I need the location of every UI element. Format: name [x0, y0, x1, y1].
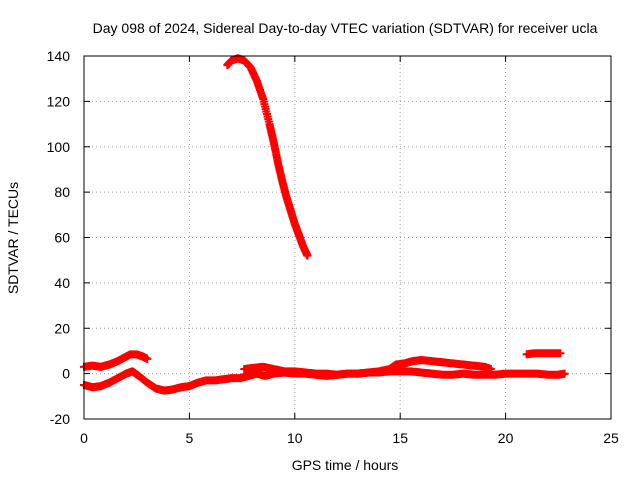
- x-tick-label: 15: [392, 430, 408, 446]
- series-right-segment: [522, 349, 565, 359]
- x-tick-label: 25: [603, 430, 619, 446]
- x-tick-label: 0: [80, 430, 88, 446]
- y-tick-label: 0: [62, 366, 70, 382]
- y-tick-label: 100: [47, 139, 71, 155]
- y-tick-label: 80: [54, 184, 70, 200]
- ticks: 0 5 10 15 20 25 -20 0 20 40 60 80 100 120 140: [47, 48, 619, 446]
- plus-markers: [80, 350, 152, 371]
- x-axis-label: GPS time / hours: [292, 457, 399, 473]
- y-tick-label: 120: [47, 93, 71, 109]
- plus-markers: [522, 349, 565, 359]
- plus-markers: [223, 54, 312, 260]
- chart-title: Day 098 of 2024, Sidereal Day-to-day VTE…: [93, 20, 598, 36]
- y-tick-label: -20: [50, 411, 70, 427]
- x-tick-label: 20: [498, 430, 514, 446]
- grid: [84, 56, 611, 419]
- y-tick-label: 40: [54, 275, 70, 291]
- plot-frame: [83, 55, 612, 420]
- x-tick-label: 10: [287, 430, 303, 446]
- y-axis-label: SDTVAR / TECUs: [5, 182, 21, 294]
- series-mid-bumps: [240, 356, 495, 379]
- x-tick-label: 5: [186, 430, 194, 446]
- plus-markers: [240, 356, 495, 379]
- y-tick-label: 140: [47, 48, 71, 64]
- y-tick-label: 20: [54, 320, 70, 336]
- y-tick-label: 60: [54, 230, 70, 246]
- series-high-arc: [223, 54, 312, 260]
- data-points: [80, 54, 569, 395]
- series-upper-left: [80, 350, 152, 371]
